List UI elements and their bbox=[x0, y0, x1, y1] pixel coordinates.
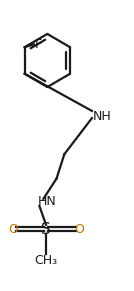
Text: O: O bbox=[74, 223, 84, 236]
Text: O: O bbox=[8, 223, 18, 236]
Text: NH: NH bbox=[93, 110, 112, 123]
Text: S: S bbox=[41, 221, 51, 237]
Text: CH₃: CH₃ bbox=[34, 254, 58, 267]
Text: F: F bbox=[35, 38, 42, 51]
Text: HN: HN bbox=[38, 195, 57, 208]
